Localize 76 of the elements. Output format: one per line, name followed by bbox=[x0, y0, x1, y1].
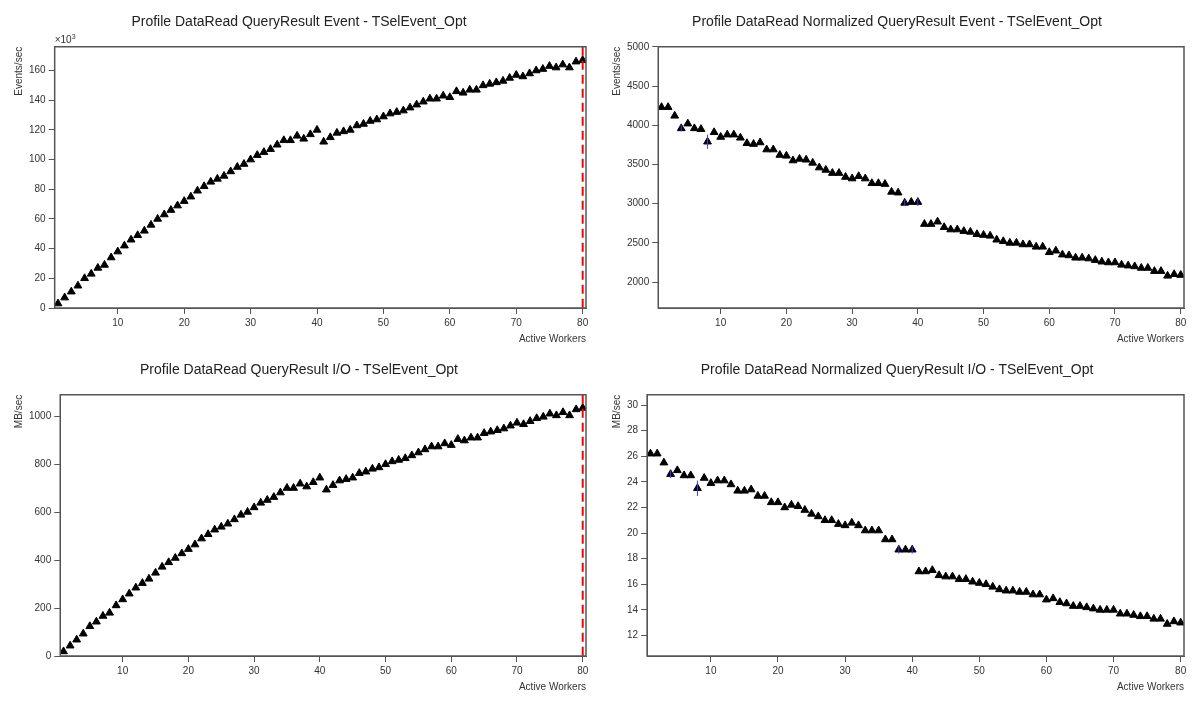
x-tick-label: 40 bbox=[314, 664, 326, 676]
y-tick-label: 1000 bbox=[29, 410, 52, 422]
y-tick-label: 18 bbox=[627, 552, 639, 564]
y-tick-label: 3500 bbox=[627, 158, 650, 170]
x-tick-label: 50 bbox=[973, 664, 986, 676]
y-tick-label: 22 bbox=[627, 501, 639, 513]
y-tick-label: 20 bbox=[627, 526, 639, 538]
x-tick-label: 60 bbox=[1040, 664, 1053, 676]
x-axis-title: Active Workers bbox=[518, 332, 586, 344]
y-axis-title: MB/sec bbox=[12, 394, 24, 429]
x-tick-label: 70 bbox=[1109, 316, 1121, 328]
x-tick-label: 80 bbox=[577, 316, 589, 328]
y-tick-label: 100 bbox=[29, 153, 47, 165]
y-axis-title: Events/sec bbox=[12, 46, 24, 96]
x-axis-title: Active Workers bbox=[1116, 680, 1184, 692]
y-tick-label: 14 bbox=[627, 603, 639, 615]
x-axis-title: Active Workers bbox=[1116, 332, 1184, 344]
x-tick-label: 20 bbox=[772, 664, 784, 676]
x-tick-label: 30 bbox=[839, 664, 852, 676]
chart-title: Profile DataRead QueryResult I/O - TSelEvent_Opt bbox=[140, 361, 459, 378]
y-tick-label: 200 bbox=[34, 601, 52, 613]
y-tick-label: 120 bbox=[29, 123, 47, 135]
x-tick-label: 10 bbox=[112, 316, 124, 328]
x-tick-label: 80 bbox=[1175, 316, 1187, 328]
chart-title: Profile DataRead Normalized QueryResult Event - TSelEvent_Opt bbox=[692, 13, 1103, 30]
y-tick-label: 24 bbox=[627, 475, 639, 487]
y-tick-label: 2500 bbox=[627, 236, 650, 248]
y-tick-label: 0 bbox=[40, 301, 47, 313]
y-tick-label: 160 bbox=[29, 64, 47, 76]
y-tick-label: 5000 bbox=[627, 40, 650, 52]
y-tick-label: 600 bbox=[34, 505, 52, 517]
x-tick-label: 40 bbox=[311, 316, 324, 328]
y-tick-label: 20 bbox=[34, 272, 47, 284]
x-axis-title: Active Workers bbox=[518, 680, 586, 692]
x-tick-label: 70 bbox=[1107, 664, 1120, 676]
x-tick-label: 10 bbox=[715, 316, 727, 328]
y-tick-label: 4500 bbox=[627, 79, 650, 91]
x-tick-label: 10 bbox=[705, 664, 717, 676]
x-tick-label: 50 bbox=[379, 664, 392, 676]
chart-title: Profile DataRead Normalized QueryResult I/O - TSelEvent_Opt bbox=[700, 361, 1094, 378]
y-tick-label: 60 bbox=[34, 212, 47, 224]
x-tick-label: 10 bbox=[117, 664, 129, 676]
y-tick-label: 0 bbox=[45, 649, 52, 661]
y-tick-label: 40 bbox=[34, 242, 47, 254]
chart-title: Profile DataRead QueryResult Event - TSelEvent_Opt bbox=[131, 13, 467, 30]
x-tick-label: 20 bbox=[780, 316, 793, 328]
x-tick-label: 70 bbox=[511, 664, 523, 676]
x-tick-label: 50 bbox=[377, 316, 390, 328]
y-tick-label: 12 bbox=[627, 629, 639, 641]
y-tick-label: 140 bbox=[29, 93, 47, 105]
x-tick-label: 20 bbox=[182, 664, 195, 676]
x-tick-label: 70 bbox=[510, 316, 523, 328]
y-tick-label: 400 bbox=[34, 553, 52, 565]
y-tick-label: 800 bbox=[34, 458, 52, 470]
x-tick-label: 80 bbox=[577, 664, 589, 676]
x-tick-label: 60 bbox=[1043, 316, 1056, 328]
x-tick-label: 30 bbox=[846, 316, 859, 328]
y-tick-label: 3000 bbox=[627, 197, 650, 209]
x-tick-label: 30 bbox=[245, 316, 257, 328]
y-tick-label: 28 bbox=[627, 424, 639, 436]
x-tick-label: 40 bbox=[906, 664, 919, 676]
y-tick-label: 80 bbox=[34, 183, 47, 195]
x-tick-label: 20 bbox=[178, 316, 191, 328]
x-tick-label: 40 bbox=[912, 316, 924, 328]
y-tick-label: 30 bbox=[627, 398, 639, 410]
y-tick-label: 26 bbox=[627, 450, 639, 462]
y-tick-label: 16 bbox=[627, 578, 639, 590]
y-tick-label: 2000 bbox=[627, 275, 650, 287]
y-axis-title: MB/sec bbox=[610, 394, 622, 429]
x-tick-label: 60 bbox=[445, 664, 458, 676]
y-tick-label: 4000 bbox=[627, 118, 650, 130]
y-axis-title: Events/sec bbox=[610, 46, 622, 96]
x-tick-label: 60 bbox=[444, 316, 456, 328]
x-tick-label: 30 bbox=[248, 664, 261, 676]
x-tick-label: 80 bbox=[1175, 664, 1187, 676]
x-tick-label: 50 bbox=[977, 316, 990, 328]
